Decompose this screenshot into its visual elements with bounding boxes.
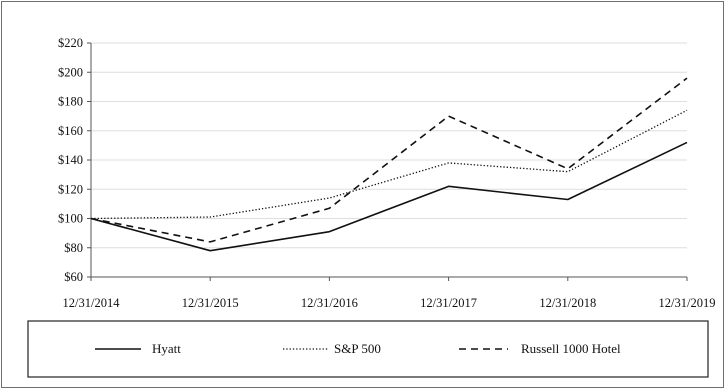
- y-tick-label-140: $140: [58, 153, 83, 167]
- legend-label-russell-1000-hotel: Russell 1000 Hotel: [521, 341, 621, 356]
- y-tick-label-200: $200: [58, 65, 83, 79]
- legend-label-hyatt: Hyatt: [152, 341, 181, 356]
- y-tick-label-80: $80: [64, 241, 83, 255]
- axes: [90, 43, 687, 278]
- series-line-russell-1000-hotel: [90, 77, 688, 243]
- y-tick-label-100: $100: [58, 212, 83, 226]
- x-tick-label-2: 12/31/2016: [301, 296, 358, 310]
- legend-label-sp500: S&P 500: [334, 341, 381, 356]
- y-tick-label-180: $180: [58, 95, 83, 109]
- y-tick-label-160: $160: [58, 124, 83, 138]
- x-tick-label-5: 12/31/2019: [659, 296, 716, 310]
- y-tick-label-60: $60: [64, 270, 83, 284]
- legend-box: [27, 320, 709, 378]
- y-tick-label-220: $220: [58, 36, 83, 50]
- series-lines: [90, 77, 688, 252]
- y-axis-ticks: $60 $80 $100 $120 $140 $160 $180 $200 $220: [58, 36, 91, 284]
- x-tick-label-3: 12/31/2017: [420, 296, 477, 310]
- series-line-hyatt: [90, 141, 688, 252]
- series-line-sp-500: [90, 109, 688, 220]
- x-axis-ticks: 12/31/2014 12/31/2015 12/31/2016 12/31/2017…: [63, 277, 716, 310]
- x-tick-label-0: 12/31/2014: [63, 296, 121, 310]
- x-tick-label-4: 12/31/2018: [539, 296, 596, 310]
- legend: Hyatt S&P 500 Russell 1000 Hotel: [27, 320, 709, 378]
- y-tick-label-120: $120: [58, 182, 83, 196]
- x-tick-label-1: 12/31/2015: [182, 296, 239, 310]
